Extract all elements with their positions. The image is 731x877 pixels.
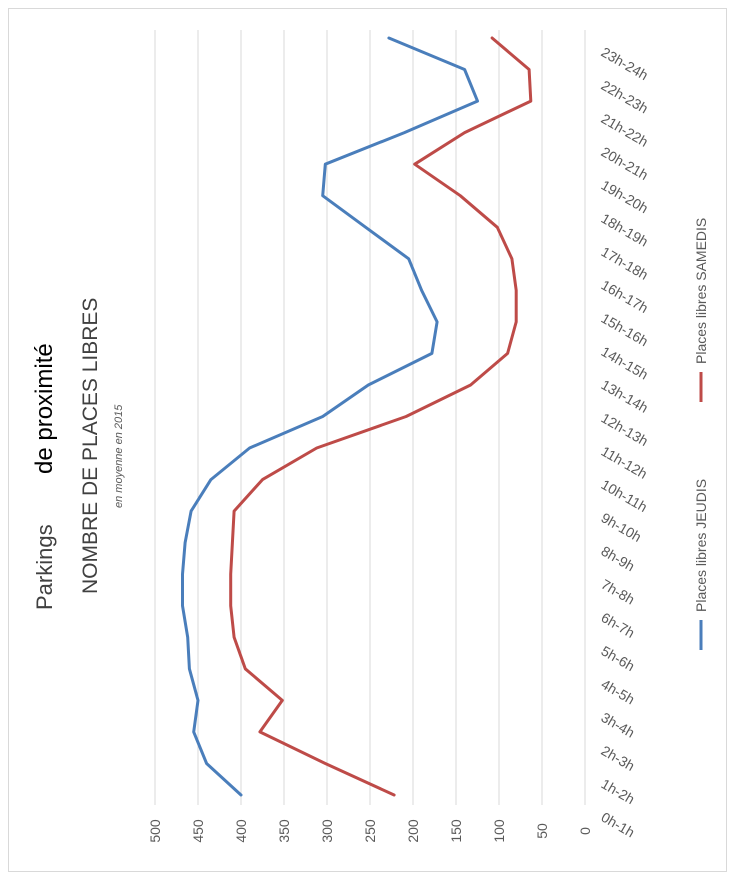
chart-titles: Parkings de proximité NOMBRE DE PLACES L…	[31, 298, 125, 610]
hour-label: 0h-1h	[599, 809, 638, 841]
value-tick-label: 250	[362, 819, 378, 843]
hour-label: 4h-5h	[599, 676, 638, 708]
hour-label: 3h-4h	[599, 709, 638, 741]
value-tick-label: 0	[577, 827, 593, 835]
hour-axis-labels: 0h-1h1h-2h2h-3h3h-4h4h-5h5h-6h6h-7h7h-8h…	[599, 44, 652, 841]
value-tick-label: 450	[190, 819, 206, 843]
legend-label: Places libres SAMEDIS	[693, 218, 709, 364]
gridlines	[154, 30, 586, 805]
series-lines	[181, 36, 533, 797]
value-tick-label: 150	[448, 819, 464, 843]
value-tick-label: 500	[147, 819, 163, 843]
value-tick-label: 50	[534, 823, 550, 839]
value-tick-label: 300	[319, 819, 335, 843]
chart-subtitle: NOMBRE DE PLACES LIBRES	[79, 298, 102, 594]
value-tick-label: 200	[405, 819, 421, 843]
hour-label: 7h-8h	[599, 576, 638, 608]
hour-label: 5h-6h	[599, 642, 638, 674]
legend: Places libres JEUDIS Places libres SAMEDI…	[693, 218, 709, 650]
hour-label: 1h-2h	[599, 775, 638, 807]
chart-title-part2: de proximité	[31, 343, 58, 474]
value-tick-label: 400	[233, 819, 249, 843]
chart-title-part1: Parkings	[32, 524, 57, 610]
series-line-jeudis	[181, 36, 479, 797]
hour-label: 9h-10h	[599, 509, 645, 545]
value-axis-ticks: 0 50 100 150 200 250 300 350 400 450 500	[147, 819, 593, 843]
chart-note: en moyenne en 2015	[113, 404, 125, 508]
hour-label: 8h-9h	[599, 543, 638, 575]
legend-label: Places libres JEUDIS	[693, 479, 709, 612]
chart-frame	[8, 8, 727, 872]
hour-label: 2h-3h	[599, 742, 638, 774]
value-tick-label: 100	[491, 819, 507, 843]
value-tick-label: 350	[276, 819, 292, 843]
hour-label: 6h-7h	[599, 609, 638, 641]
series-line-samedis	[229, 36, 533, 797]
